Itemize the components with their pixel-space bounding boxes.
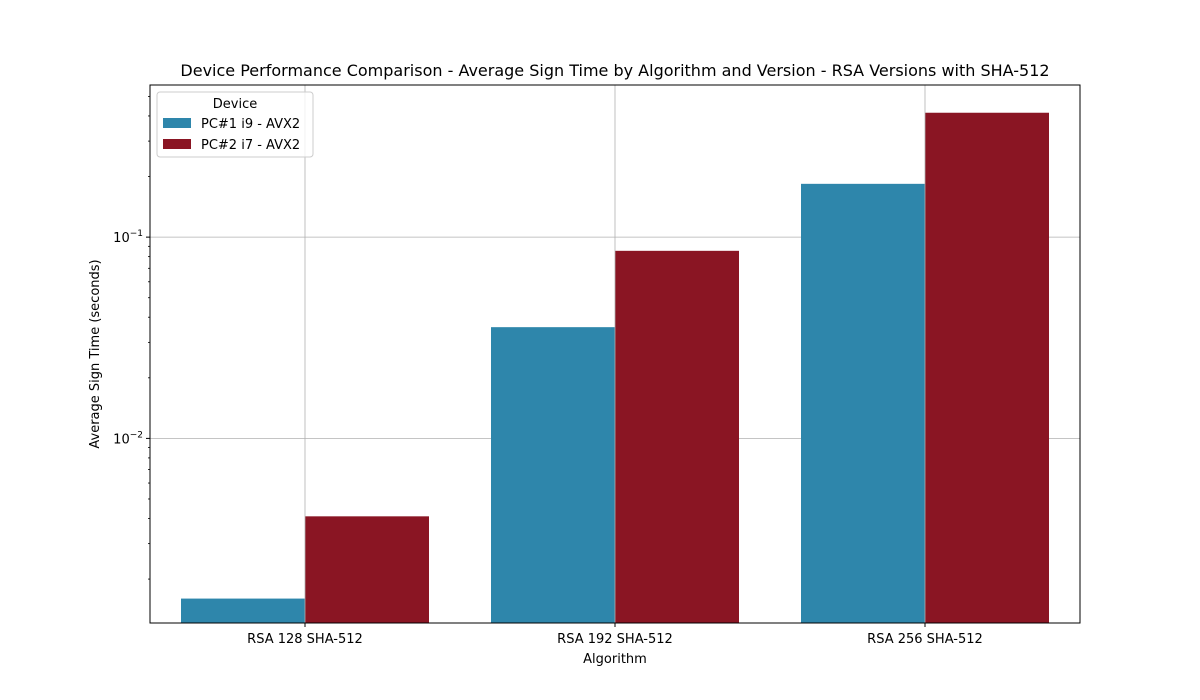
bar-1-2 — [491, 327, 615, 623]
bar-1-1 — [181, 598, 305, 623]
legend-box — [156, 91, 314, 158]
chart-title: Device Performance Comparison - Average … — [180, 61, 1049, 80]
x-axis-label: Algorithm — [583, 652, 647, 667]
legend-swatch-2 — [163, 139, 191, 149]
x-tick-label: RSA 256 SHA-512 — [867, 632, 983, 647]
legend-swatch-1 — [163, 118, 191, 128]
x-tick-label: RSA 128 SHA-512 — [247, 632, 363, 647]
bar-1-3 — [801, 183, 925, 624]
bar-2-3 — [925, 112, 1049, 623]
y-axis-label: Average Sign Time (seconds) — [88, 259, 103, 448]
legend-title: Device — [213, 97, 257, 112]
bar-2-2 — [615, 250, 739, 623]
legend-label-2: PC#2 i7 - AVX2 — [201, 138, 300, 153]
legend-label-1: PC#1 i9 - AVX2 — [201, 117, 300, 132]
ticks-layer: RSA 128 SHA-512 RSA 192 SHA-512 RSA 256 SH… — [113, 96, 983, 647]
overlay-layer — [304, 85, 926, 623]
bars-layer — [181, 112, 1049, 624]
y-tick-label: 10−1 — [113, 229, 143, 246]
x-tick-label: RSA 192 SHA-512 — [557, 632, 673, 647]
y-tick-label: 10−2 — [113, 430, 143, 447]
bar-2-1 — [305, 516, 429, 623]
legend: Device PC#1 i9 - AVX2 PC#2 i7 - AVX2 — [156, 91, 314, 158]
